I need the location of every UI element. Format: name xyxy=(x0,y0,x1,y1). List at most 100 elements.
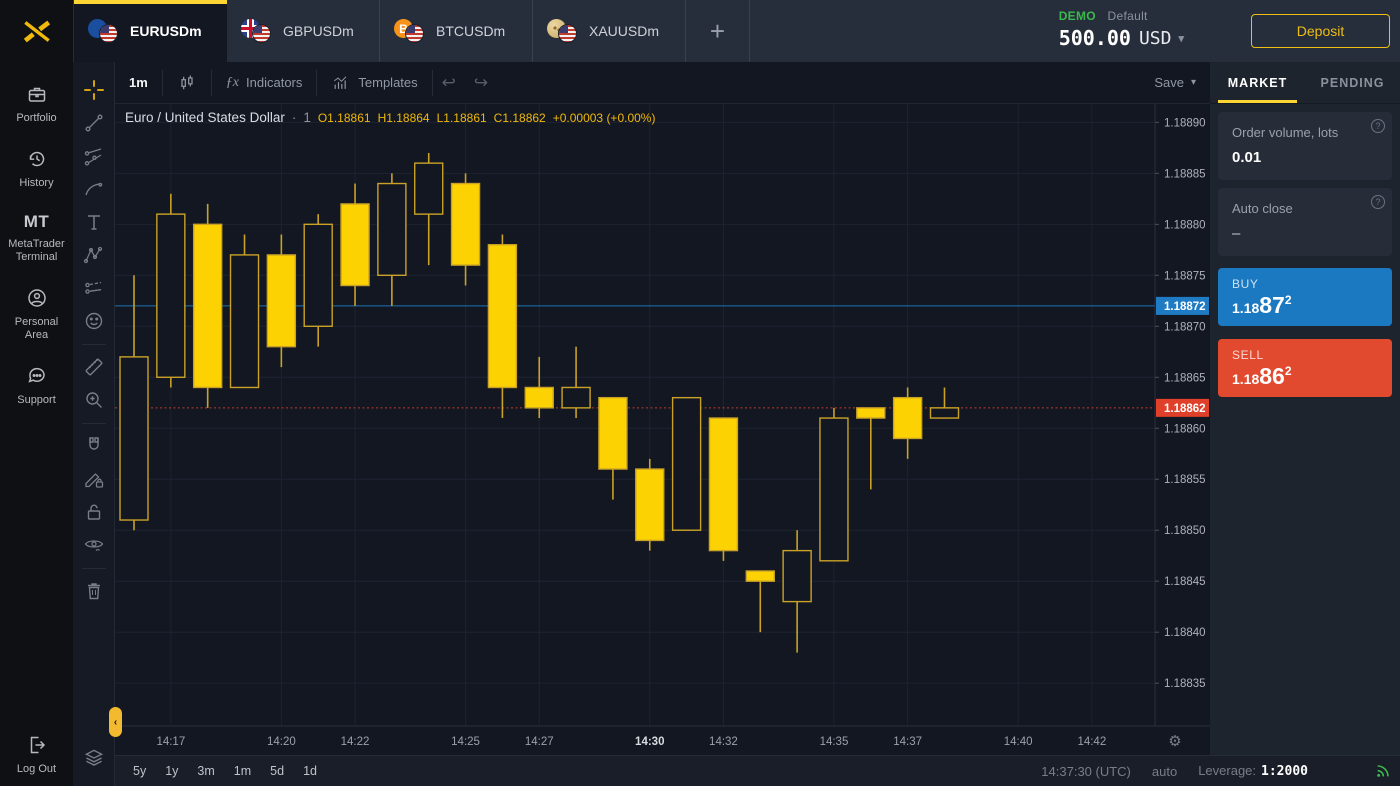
order-type-tabs: MARKET PENDING xyxy=(1210,62,1400,104)
tab-pending[interactable]: PENDING xyxy=(1320,75,1385,90)
trash-icon xyxy=(87,583,100,600)
indicators-label: Indicators xyxy=(246,75,303,90)
briefcase-icon xyxy=(28,87,45,102)
remove-drawings-tool[interactable] xyxy=(78,575,110,607)
chart-toolbar: 1m ƒx Indicators Templates ↩ ↪ Save ▾ xyxy=(115,62,1210,104)
help-icon[interactable]: ? xyxy=(1371,195,1385,209)
scale-mode-button[interactable]: auto xyxy=(1151,763,1178,779)
svg-text:14:22: 14:22 xyxy=(341,736,370,748)
range-1m-button[interactable]: 1m xyxy=(233,764,252,778)
add-instrument-button[interactable]: + xyxy=(686,0,750,62)
range-3m-button[interactable]: 3m xyxy=(197,764,215,778)
tab-market[interactable]: MARKET xyxy=(1210,62,1305,103)
magnet-tool[interactable] xyxy=(78,430,110,462)
brush-tool[interactable] xyxy=(78,173,110,205)
svg-text:14:42: 14:42 xyxy=(1077,736,1106,748)
projection-tool[interactable] xyxy=(78,272,110,304)
auto-close-field[interactable]: ? Auto close – xyxy=(1218,188,1392,256)
buy-label: BUY xyxy=(1232,277,1259,291)
range-1y-button[interactable]: 1y xyxy=(165,764,179,778)
sidebar-item-support[interactable]: Support xyxy=(0,364,73,407)
sidebar-item-history[interactable]: History xyxy=(0,147,73,190)
magnet-icon xyxy=(88,437,99,450)
object-tree-button[interactable] xyxy=(78,742,110,774)
legend-change: +0.00003 (+0.00%) xyxy=(552,111,656,125)
clock-utc[interactable]: 14:37:30 (UTC) xyxy=(1041,763,1131,779)
plus-icon: + xyxy=(709,15,726,46)
sidebar-item-label: Log Out xyxy=(16,763,57,775)
cross-lines-tool[interactable] xyxy=(78,140,110,172)
tab-label: XAUUSDm xyxy=(589,23,660,39)
sidebar-item-portfolio[interactable]: Portfolio xyxy=(0,82,73,125)
svg-text:1.18850: 1.18850 xyxy=(1164,525,1206,537)
svg-text:1.18870: 1.18870 xyxy=(1164,321,1206,333)
range-1d-button[interactable]: 1d xyxy=(303,764,317,778)
save-layout-button[interactable]: Save ▾ xyxy=(1125,74,1210,92)
mt-text-icon: MT xyxy=(23,212,50,231)
crosshair-tool[interactable] xyxy=(78,74,110,106)
history-clock-icon xyxy=(29,151,44,167)
legend-interval: 1 xyxy=(303,110,311,125)
xau-usd-flag-icon xyxy=(547,18,579,44)
buy-price: 1.18872 xyxy=(1232,292,1292,318)
deposit-button[interactable]: Deposit xyxy=(1251,14,1390,48)
save-label: Save xyxy=(1154,75,1184,90)
symbol-title: Euro / United States Dollar xyxy=(125,110,285,125)
timeframe-button[interactable]: 1m xyxy=(115,62,162,104)
top-bar: EURUSDm GBPUSDm B BTCUSDm XAUUSDm + DEMO xyxy=(0,0,1400,62)
tab-xauusdm[interactable]: XAUUSDm xyxy=(533,0,686,62)
exness-logo-icon xyxy=(23,20,50,43)
person-circle-icon xyxy=(27,289,46,307)
tab-label: EURUSDm xyxy=(130,23,202,39)
sidebar-item-personal-area[interactable]: Personal Area xyxy=(0,286,73,342)
tab-gbpusdm[interactable]: GBPUSDm xyxy=(227,0,380,62)
lock-all-tool[interactable] xyxy=(78,496,110,528)
measure-tool[interactable] xyxy=(78,351,110,383)
sidebar-item-label: Personal Area xyxy=(14,316,59,341)
svg-text:1.18890: 1.18890 xyxy=(1164,117,1206,129)
buy-button[interactable]: BUY 1.18872 xyxy=(1218,268,1392,326)
sell-button[interactable]: SELL 1.18862 xyxy=(1218,339,1392,397)
sidebar-item-label: History xyxy=(19,177,54,189)
candlestick-chart[interactable]: 1.18890 1.18885 1.18880 1.18875 1.18870 1.188… xyxy=(115,104,1210,755)
svg-text:14:32: 14:32 xyxy=(709,736,738,748)
chevron-down-icon: ▾ xyxy=(1178,32,1184,45)
templates-button[interactable]: Templates xyxy=(317,62,431,104)
connection-status-icon xyxy=(1377,765,1389,777)
toolbar-separator xyxy=(210,69,212,96)
toolbar-divider xyxy=(81,423,106,424)
help-icon[interactable]: ? xyxy=(1371,119,1385,133)
exness-logo[interactable] xyxy=(0,0,73,62)
trend-line-tool[interactable] xyxy=(78,107,110,139)
svg-text:1.18835: 1.18835 xyxy=(1164,678,1206,690)
emoji-tool[interactable] xyxy=(78,305,110,337)
auto-close-label: Auto close xyxy=(1232,201,1293,216)
text-tool[interactable] xyxy=(78,206,110,238)
chart-type-button[interactable] xyxy=(163,62,211,104)
indicators-button[interactable]: ƒx Indicators xyxy=(212,62,317,104)
auto-close-value: – xyxy=(1232,225,1241,242)
account-switcher[interactable]: DEMO Default 500.00 USD ▾ xyxy=(1059,9,1184,50)
sell-price: 1.18862 xyxy=(1232,363,1292,389)
ruler-icon xyxy=(85,358,102,376)
account-currency: USD xyxy=(1138,27,1172,49)
svg-text:1.18840: 1.18840 xyxy=(1164,627,1206,639)
sidebar-item-metatrader[interactable]: MT MetaTrader Terminal xyxy=(0,212,73,264)
zoom-in-tool[interactable] xyxy=(78,384,110,416)
svg-text:14:25: 14:25 xyxy=(451,736,480,748)
tab-eurusdm[interactable]: EURUSDm xyxy=(74,0,227,62)
range-5d-button[interactable]: 5d xyxy=(270,764,285,778)
drawing-lock-tool[interactable] xyxy=(78,463,110,495)
redo-button[interactable]: ↪ xyxy=(473,72,489,92)
hide-drawings-tool[interactable] xyxy=(78,529,110,561)
sidebar-item-label: MetaTrader Terminal xyxy=(8,238,65,263)
order-volume-field[interactable]: ? Order volume, lots 0.01 xyxy=(1218,112,1392,180)
range-5y-button[interactable]: 5y xyxy=(133,764,147,778)
order-volume-label: Order volume, lots xyxy=(1232,125,1339,140)
toolbar-divider xyxy=(81,568,106,569)
tab-btcusdm[interactable]: B BTCUSDm xyxy=(380,0,533,62)
watchlist-collapse-handle[interactable]: ‹ xyxy=(109,707,122,737)
xabcd-pattern-tool[interactable] xyxy=(78,239,110,271)
undo-button[interactable]: ↩ xyxy=(441,72,456,92)
logout-button[interactable]: Log Out xyxy=(0,733,73,776)
